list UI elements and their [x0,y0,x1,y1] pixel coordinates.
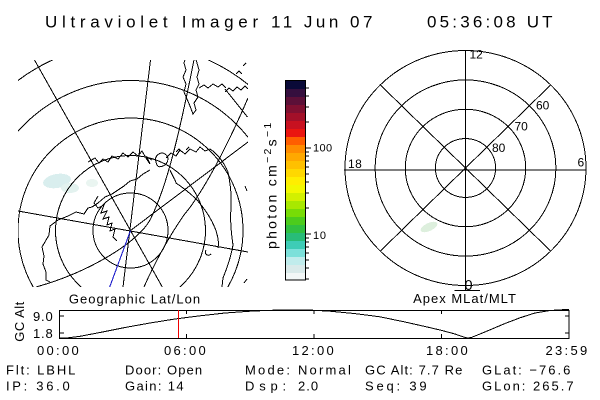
svg-text:1.8: 1.8 [33,326,53,341]
svg-text:IP: 36.0: IP: 36.0 [6,379,72,394]
svg-text:100: 100 [313,143,333,155]
svg-text:Apex MLat/MLT: Apex MLat/MLT [413,291,517,306]
svg-text:Door: Open: Door: Open [125,363,203,378]
svg-text:GC Alt: GC Alt [12,301,27,342]
svg-text:12:00: 12:00 [292,343,336,358]
svg-text:10: 10 [313,230,327,242]
svg-text:2.0: 2.0 [298,379,319,394]
svg-text:12: 12 [470,48,484,62]
svg-text:00:00: 00:00 [37,343,81,358]
svg-text:0: 0 [465,278,473,294]
svg-text:Dsp:: Dsp: [245,379,291,394]
svg-text:9.0: 9.0 [33,309,53,324]
svg-text:GLat: −76.6: GLat: −76.6 [482,363,572,378]
svg-text:6: 6 [578,155,585,169]
svg-text:photon cm−2s−1: photon cm−2s−1 [262,120,280,249]
svg-text:11 Jun 07: 11 Jun 07 [271,13,376,32]
svg-text:18: 18 [348,157,362,171]
svg-text:23:59: 23:59 [545,343,589,358]
svg-text:70: 70 [515,120,529,134]
svg-text:06:00: 06:00 [164,343,208,358]
svg-text:05:36:08 UT: 05:36:08 UT [427,13,556,32]
svg-text:Ultraviolet Imager: Ultraviolet Imager [45,13,263,32]
svg-text:Seq: 39: Seq: 39 [365,379,429,394]
svg-text:Gain: 14: Gain: 14 [125,379,185,394]
svg-text:80: 80 [492,141,506,155]
svg-text:Flt: LBHL: Flt: LBHL [6,363,77,378]
svg-text:Mode: Normal: Mode: Normal [245,363,353,378]
svg-text:60: 60 [536,98,550,112]
svg-text:Geographic Lat/Lon: Geographic Lat/Lon [69,292,201,307]
svg-text:GLon: 265.7: GLon: 265.7 [482,379,576,394]
svg-text:GC Alt: 7.7 Re: GC Alt: 7.7 Re [365,363,464,378]
svg-text:18:00: 18:00 [426,343,470,358]
